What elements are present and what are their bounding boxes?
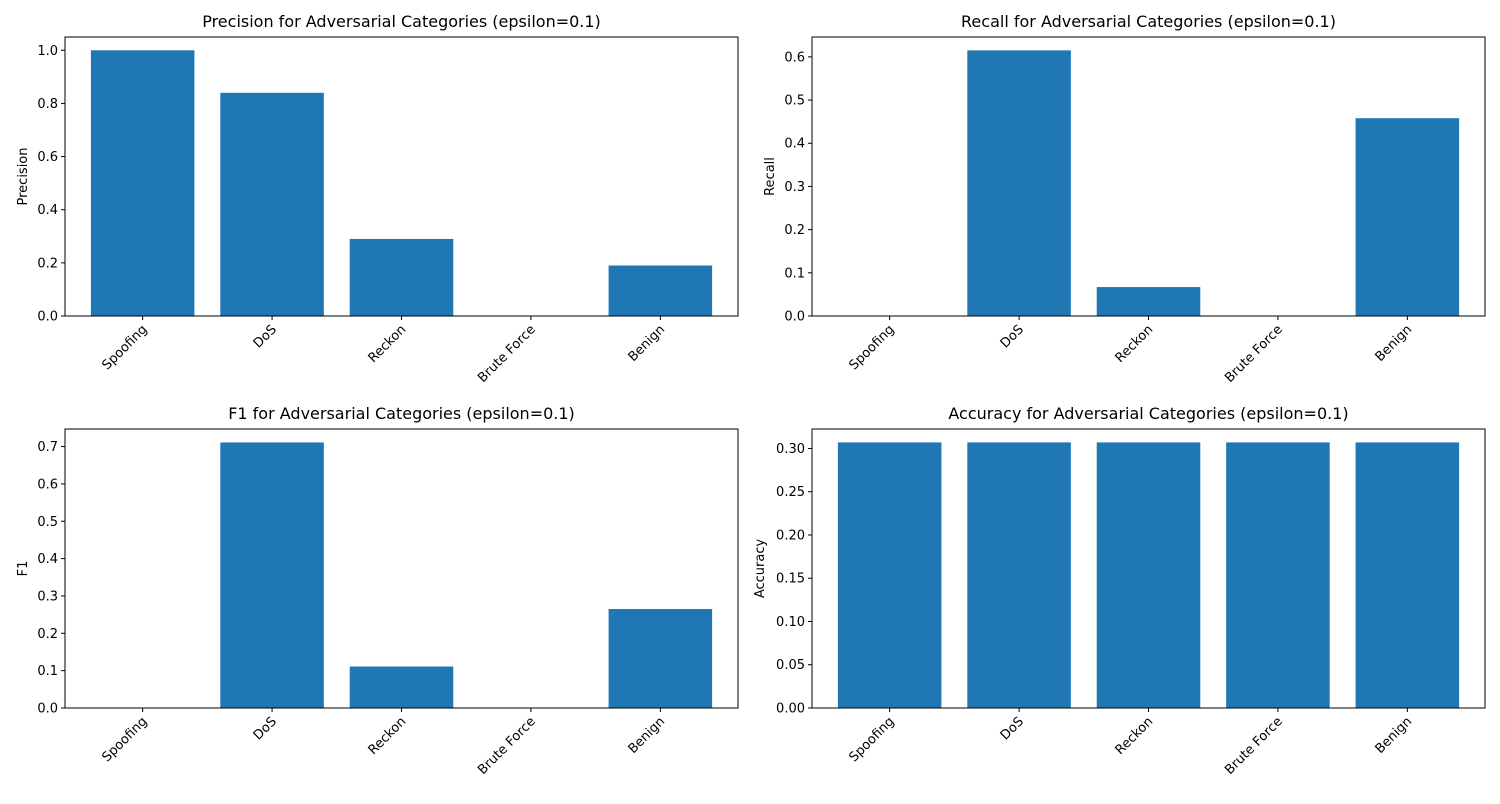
x-tick-label: Spoofing — [847, 322, 898, 373]
x-tick-label: Reckon — [1113, 714, 1157, 758]
x-tick-label: Spoofing — [100, 714, 151, 765]
bar-dos — [220, 92, 324, 316]
y-tick-label: 0.10 — [776, 615, 805, 630]
x-tick-label: Reckon — [366, 322, 410, 366]
bar-dos — [220, 442, 324, 708]
y-tick-label: 0.6 — [37, 150, 58, 165]
x-tick-label: Brute Force — [1222, 322, 1286, 386]
x-tick-label: Spoofing — [100, 322, 151, 373]
y-tick-label: 1.0 — [37, 44, 58, 59]
y-tick-label: 0.6 — [37, 477, 58, 492]
bar-reckon — [349, 238, 454, 316]
bar-dos — [967, 442, 1071, 708]
x-tick-label: Benign — [626, 322, 669, 365]
bar-reckon — [1096, 442, 1201, 708]
x-tick-label: Benign — [626, 714, 669, 757]
y-tick-label: 0.5 — [37, 515, 58, 530]
y-tick-label: 0.5 — [784, 94, 805, 109]
y-tick-label: 0.8 — [37, 97, 58, 112]
x-tick-label: DoS — [998, 714, 1027, 743]
bar-reckon — [1096, 287, 1201, 316]
y-tick-label: 0.3 — [784, 180, 805, 195]
bar-reckon — [349, 666, 454, 708]
precision-subplot: 0.0 0.2 0.4 0.6 0.8 1.0 Spoofing DoS Reckon Brute… — [16, 12, 739, 386]
y-axis-label: Recall — [763, 157, 778, 196]
y-tick-label: 0.15 — [776, 572, 805, 587]
chart-title: Recall for Adversarial Categories (epsil… — [961, 12, 1336, 31]
accuracy-subplot: 0.00 0.05 0.10 0.15 0.20 0.25 0.30 Spoofing DoS R… — [753, 404, 1486, 778]
y-tick-label: 0.3 — [37, 589, 58, 604]
y-tick-label: 0.6 — [784, 50, 805, 65]
x-tick-label: DoS — [251, 714, 280, 743]
y-tick-label: 0.1 — [784, 266, 805, 281]
x-tick-label: Benign — [1373, 322, 1416, 365]
y-tick-label: 0.4 — [784, 137, 805, 152]
x-tick-label: Brute Force — [475, 322, 539, 386]
x-tick-label: Brute Force — [1222, 714, 1286, 778]
y-tick-label: 0.4 — [37, 203, 58, 218]
bar-dos — [967, 50, 1071, 316]
y-tick-label: 0.2 — [37, 256, 58, 271]
bar-benign — [608, 609, 713, 708]
y-tick-label: 0.7 — [37, 440, 58, 455]
bar-benign — [608, 265, 713, 316]
x-tick-label: Reckon — [366, 714, 410, 758]
y-axis-label: Accuracy — [753, 539, 768, 599]
x-tick-label: Benign — [1373, 714, 1416, 757]
y-tick-label: 0.0 — [37, 310, 58, 325]
y-tick-label: 0.0 — [37, 702, 58, 717]
bar-benign — [1355, 118, 1460, 316]
x-tick-label: DoS — [251, 322, 280, 351]
y-axis-label: F1 — [16, 561, 31, 577]
x-tick-label: Brute Force — [475, 714, 539, 778]
chart-title: F1 for Adversarial Categories (epsilon=0… — [228, 404, 575, 423]
recall-subplot: 0.0 0.1 0.2 0.3 0.4 0.5 0.6 Spoofing DoS Reckon Br… — [763, 12, 1486, 386]
y-tick-label: 0.2 — [784, 223, 805, 238]
y-tick-label: 0.4 — [37, 552, 58, 567]
bar-benign — [1355, 442, 1460, 708]
bar-brute-force — [1226, 442, 1330, 708]
bar-spoofing — [90, 50, 195, 316]
y-tick-label: 0.30 — [776, 442, 805, 457]
y-tick-label: 0.20 — [776, 528, 805, 543]
chart-title: Accuracy for Adversarial Categories (eps… — [948, 404, 1348, 423]
x-tick-label: DoS — [998, 322, 1027, 351]
y-tick-label: 0.2 — [37, 627, 58, 642]
y-tick-label: 0.25 — [776, 485, 805, 500]
y-tick-label: 0.1 — [37, 664, 58, 679]
x-tick-label: Reckon — [1113, 322, 1157, 366]
y-tick-label: 0.00 — [776, 702, 805, 717]
y-axis-label: Precision — [16, 147, 31, 205]
chart-title: Precision for Adversarial Categories (ep… — [202, 12, 601, 31]
x-tick-label: Spoofing — [847, 714, 898, 765]
y-tick-label: 0.0 — [784, 310, 805, 325]
bar-spoofing — [837, 442, 942, 708]
f1-subplot: 0.0 0.1 0.2 0.3 0.4 0.5 0.6 0.7 Spoofing DoS Recko… — [16, 404, 739, 778]
y-tick-label: 0.05 — [776, 658, 805, 673]
